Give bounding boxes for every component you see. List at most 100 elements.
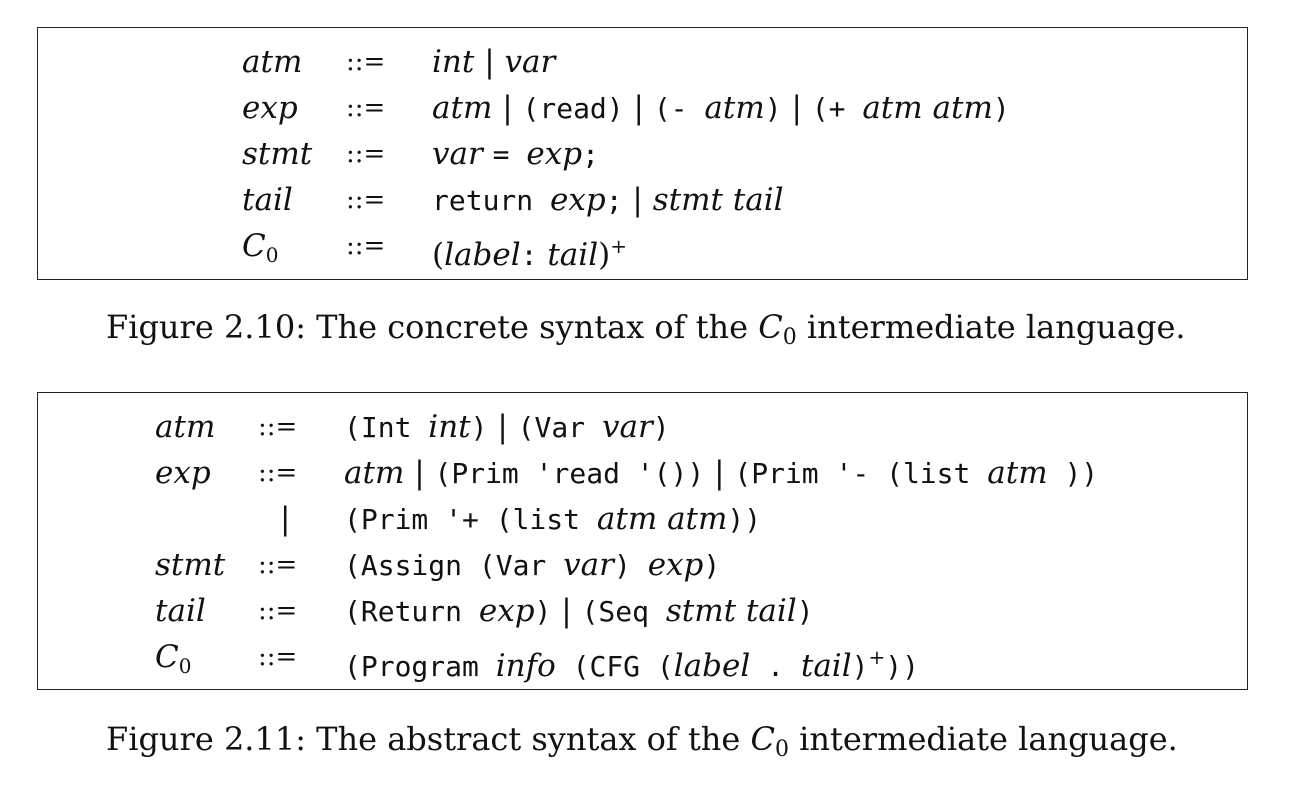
terminal-token: .	[750, 650, 801, 683]
separator: |	[487, 409, 518, 445]
metavariable: var	[504, 44, 556, 80]
terminal-token: )	[992, 92, 1010, 125]
production-rhs: int | var	[432, 40, 555, 84]
metavariable: atm	[432, 90, 493, 126]
nonterminal-subscript: 0	[178, 654, 192, 678]
nonterminal: tail	[155, 593, 206, 629]
terminal-token: )	[703, 549, 721, 582]
metavariable: int	[432, 44, 475, 80]
nonterminal-subscript: 0	[265, 243, 279, 267]
production-rhs: atm | (read) | (- atm) | (+ atm atm)	[432, 86, 1010, 131]
separator: |	[781, 90, 812, 126]
terminal-token: )	[764, 92, 782, 125]
production-rhs: (Program info (CFG (label . tail)+))	[344, 635, 919, 689]
abstract-syntax-grammar-box	[37, 392, 1248, 690]
terminal-token: (read)	[522, 92, 624, 125]
caption-text: Figure 2.11: The abstract syntax of the	[106, 720, 751, 758]
production-rhs: (label: tail)+	[432, 224, 627, 278]
terminal-token: ;	[582, 138, 599, 171]
terminal-token: (Prim 'read '())	[434, 457, 705, 490]
production-operator: ::=	[258, 412, 298, 442]
separator: |	[704, 455, 735, 491]
metavariable: atm atm	[862, 90, 993, 126]
caption-sub: 0	[782, 325, 797, 350]
terminal-token: (Return	[344, 595, 479, 628]
nonterminal: atm	[242, 44, 303, 80]
separator: |	[404, 455, 435, 491]
production-operator: ::=	[346, 93, 386, 123]
metavariable: tail	[800, 648, 852, 684]
production-rhs: (Prim '+ (list atm atm))	[344, 497, 761, 542]
terminal-token: (CFG (	[555, 650, 674, 683]
production-rhs: (Int int) | (Var var)	[344, 405, 670, 450]
figure-2-10-caption: Figure 2.10: The concrete syntax of the …	[106, 308, 1186, 350]
terminal-token: (Seq	[581, 595, 666, 628]
plus-superscript: +	[868, 645, 886, 669]
concrete-syntax-grammar-box	[37, 27, 1248, 280]
caption-text-end: intermediate language.	[788, 720, 1178, 758]
terminal-token: (Assign (Var	[344, 549, 564, 582]
production-rhs: return exp; | stmt tail	[432, 178, 784, 223]
nonterminal: C0	[155, 639, 192, 678]
production-rhs: (Return exp) | (Seq stmt tail)	[344, 589, 814, 634]
separator: (	[432, 237, 445, 273]
nonterminal: stmt	[242, 136, 313, 172]
metavariable: exp	[647, 547, 704, 583]
separator: |	[623, 90, 654, 126]
terminal-token: )	[652, 411, 670, 444]
terminal-token: (-	[653, 92, 705, 125]
production-operator: ::=	[346, 139, 386, 169]
terminal-token: return	[432, 184, 551, 217]
nonterminal: exp	[155, 455, 211, 491]
separator: |	[474, 44, 505, 80]
metavariable: label	[673, 648, 751, 684]
terminal-token: ))	[885, 650, 919, 683]
nonterminal: exp	[242, 90, 298, 126]
terminal-token: )	[851, 650, 869, 683]
alternative-bar: |	[280, 501, 291, 537]
metavariable: stmt tail	[652, 182, 784, 218]
metavariable: var	[601, 409, 653, 445]
caption-sub: 0	[774, 737, 789, 762]
production-operator: ::=	[258, 596, 298, 626]
terminal-token: =	[492, 138, 527, 171]
terminal-token: (Var	[517, 411, 602, 444]
production-rhs: var = exp;	[432, 132, 599, 177]
metavariable: exp	[478, 593, 535, 629]
figure-2-11-caption: Figure 2.11: The abstract syntax of the …	[106, 720, 1178, 762]
production-operator: ::=	[346, 231, 386, 261]
terminal-token: )	[534, 595, 552, 628]
production-operator: ::=	[258, 642, 298, 672]
separator: |	[622, 182, 653, 218]
metavariable: var	[432, 136, 493, 172]
caption-text-end: intermediate language.	[796, 308, 1186, 346]
nonterminal: tail	[242, 182, 293, 218]
terminal-token: :	[520, 239, 538, 272]
metavariable: var	[563, 547, 614, 583]
metavariable: info	[495, 648, 556, 684]
caption-c: C	[758, 308, 783, 346]
separator: |	[492, 90, 523, 126]
metavariable: int	[428, 409, 471, 445]
separator: )	[598, 237, 611, 273]
metavariable: stmt tail	[665, 593, 797, 629]
caption-text: Figure 2.10: The concrete syntax of the	[106, 308, 759, 346]
plus-superscript: +	[610, 234, 627, 258]
terminal-token: (Prim '- (list	[734, 457, 988, 490]
terminal-token: )	[470, 411, 488, 444]
nonterminal: stmt	[155, 547, 226, 583]
metavariable: tail	[537, 237, 599, 273]
metavariable: atm atm	[596, 501, 728, 537]
metavariable: label	[444, 237, 521, 273]
production-rhs: atm | (Prim 'read '()) | (Prim '- (list …	[344, 451, 1098, 496]
terminal-token: (Prim '+ (list	[344, 503, 597, 536]
terminal-token: (Program	[344, 650, 496, 683]
terminal-token: ))	[1047, 457, 1099, 490]
production-rhs: (Assign (Var var) exp)	[344, 543, 720, 588]
terminal-token: ))	[727, 503, 762, 536]
metavariable: exp	[526, 136, 583, 172]
terminal-token: (+	[811, 92, 863, 125]
nonterminal: atm	[155, 409, 216, 445]
separator: |	[551, 593, 582, 629]
nonterminal: C0	[242, 228, 279, 267]
